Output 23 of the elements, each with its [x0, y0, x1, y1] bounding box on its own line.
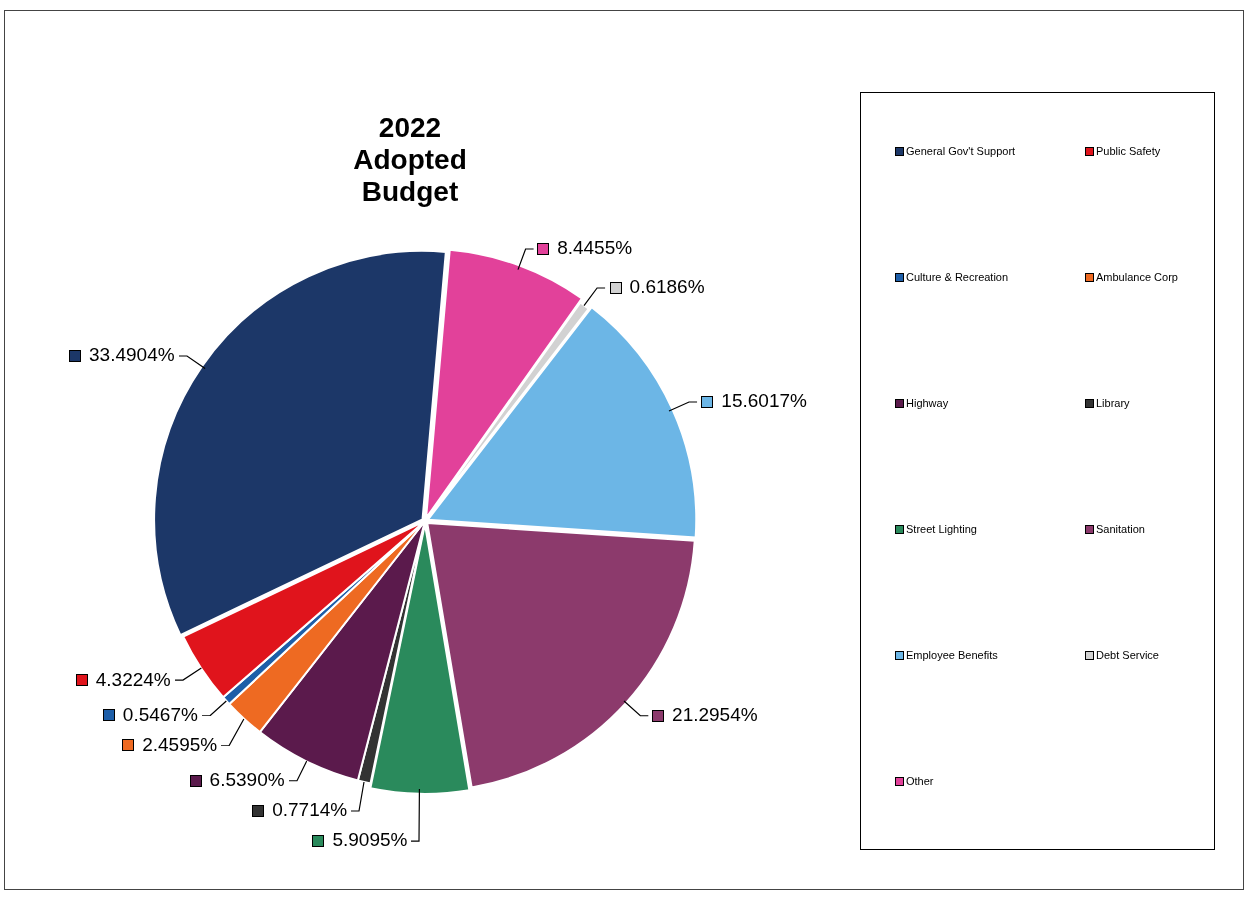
legend-label: Sanitation	[1096, 523, 1145, 535]
legend-label: Public Safety	[1096, 145, 1161, 157]
legend-label: Ambulance Corp	[1096, 271, 1178, 283]
legend-label: General Gov't Support	[906, 145, 1016, 157]
data-label: 8.4455%	[557, 237, 633, 259]
data-label: 0.7714%	[272, 799, 348, 821]
data-label: 21.2954%	[672, 703, 758, 725]
data-label: 5.9095%	[332, 829, 408, 851]
data-label: 4.3224%	[95, 668, 171, 690]
legend-label: Highway	[906, 397, 949, 409]
legend-label: Employee Benefits	[906, 649, 998, 661]
legend-label: Other	[906, 775, 934, 787]
data-label: 33.4904%	[89, 344, 175, 366]
legend-label: Debt Service	[1096, 649, 1159, 661]
data-label: 0.6186%	[629, 276, 705, 298]
data-label: 2.4595%	[142, 733, 218, 755]
legend-label: Library	[1096, 397, 1130, 409]
data-label: 6.5390%	[209, 769, 285, 791]
text: 2022 Adopted Budget	[352, 112, 468, 208]
legend-label: Culture & Recreation	[906, 271, 1009, 283]
data-label: 15.6017%	[721, 389, 808, 411]
data-label: 0.5467%	[122, 703, 198, 725]
legend-label: Street Lighting	[906, 523, 977, 535]
